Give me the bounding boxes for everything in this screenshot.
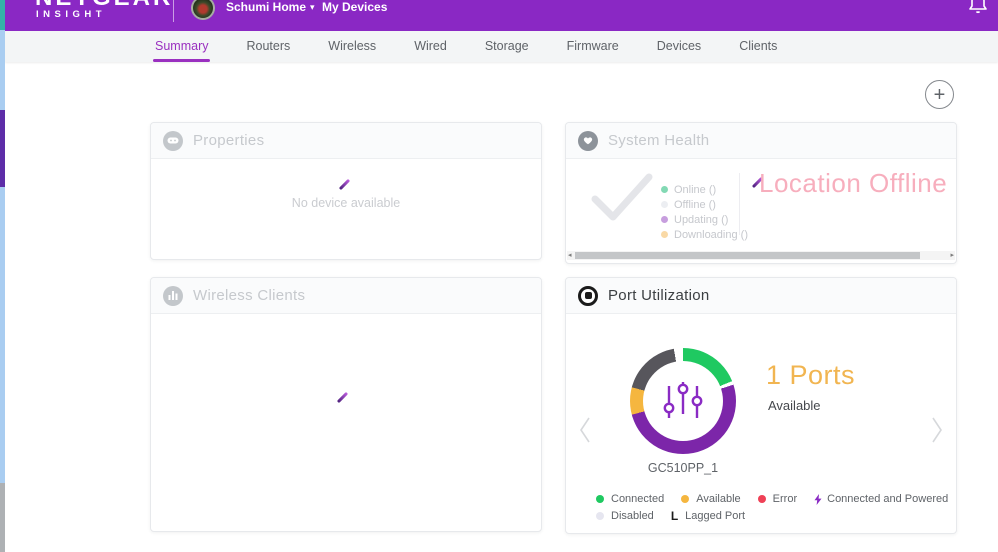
logo-insight: INSIGHT <box>36 9 107 20</box>
available-ports-label: Available <box>768 398 821 413</box>
port-utilization-card: Port Utilization <box>565 277 957 534</box>
wireless-clients-card-header: Wireless Clients <box>151 278 541 314</box>
heart-icon <box>578 130 598 151</box>
account-name: Schumi Home <box>226 0 307 14</box>
legend-item: Downloading () <box>661 227 748 242</box>
account-avatar[interactable] <box>191 0 215 20</box>
system-health-card: System Health Online () Offline () <box>565 122 957 264</box>
legend-item: Offline () <box>661 197 748 212</box>
location-offline-status: Location Offline <box>759 168 948 198</box>
available-dot <box>681 495 690 503</box>
edge-seg <box>0 0 5 30</box>
loading-spinner <box>336 391 349 404</box>
device-name: GC510PP_1 <box>647 461 719 475</box>
wireless-clients-card-title: Wireless Clients <box>193 287 306 304</box>
chevron-down-icon: ▾ <box>310 2 315 12</box>
error-dot <box>757 495 766 503</box>
health-check-icon <box>591 173 653 226</box>
tab-devices[interactable]: Devices <box>656 39 702 53</box>
scroll-right-arrow-icon[interactable]: ▸ <box>950 252 954 259</box>
port-utilization-card-header: Port Utilization <box>566 278 956 314</box>
disabled-dot <box>596 512 604 520</box>
health-legend: Online () Offline () Updating () Downloa… <box>661 182 748 242</box>
port-utilization-card-title: Port Utilization <box>608 287 710 304</box>
legend-item: Disabled <box>596 510 654 522</box>
legend-item: Online () <box>661 182 748 197</box>
online-dot <box>661 186 668 193</box>
lightning-icon <box>814 493 822 505</box>
properties-tag-icon <box>163 130 183 151</box>
port-utilization-donut-chart[interactable] <box>630 348 736 454</box>
tab-routers[interactable]: Routers <box>246 39 291 53</box>
left-edge-strip <box>0 0 5 552</box>
properties-card-title: Properties <box>193 132 265 149</box>
account-menu[interactable]: Schumi Home ▾ <box>226 0 315 14</box>
notifications-bell-icon[interactable] <box>968 0 988 14</box>
add-widget-button[interactable]: + <box>925 80 954 109</box>
offline-dot <box>661 201 668 208</box>
tab-firmware[interactable]: Firmware <box>566 39 619 53</box>
donut-hole <box>643 361 723 441</box>
edge-seg <box>0 483 5 552</box>
system-health-card-title: System Health <box>608 132 710 149</box>
edge-seg <box>0 30 5 110</box>
port-legend: Connected Available Error Conne <box>596 493 948 527</box>
tab-storage[interactable]: Storage <box>484 39 529 53</box>
loading-spinner <box>338 178 351 191</box>
port-ring-icon <box>578 285 598 306</box>
downloading-dot <box>661 231 668 238</box>
tab-clients[interactable]: Clients <box>739 39 778 53</box>
tab-bar: Summary Routers Wireless Wired Storage F… <box>5 31 998 62</box>
horizontal-scrollbar[interactable]: ◂ ▸ <box>567 251 955 260</box>
legend-item: Error <box>757 493 797 505</box>
scroll-left-arrow-icon[interactable]: ◂ <box>568 252 572 259</box>
system-health-card-header: System Health <box>566 123 956 159</box>
dashboard-content: + Properties No device available <box>5 62 998 552</box>
lag-letter-icon: L <box>670 509 679 523</box>
app-header: NETGEAR INSIGHT Schumi Home▾ My Devices <box>5 0 998 31</box>
tab-wireless[interactable]: Wireless <box>328 39 377 53</box>
tab-wired[interactable]: Wired <box>414 39 447 53</box>
sliders-icon <box>663 382 703 418</box>
legend-item: Available <box>681 493 741 505</box>
carousel-next-chevron-icon[interactable] <box>930 416 944 449</box>
legend-item: Connected and Powered <box>814 493 948 505</box>
updating-dot <box>661 216 668 223</box>
properties-empty-text: No device available <box>291 196 401 210</box>
nav-my-devices[interactable]: My Devices <box>322 0 388 14</box>
tab-summary[interactable]: Summary <box>152 31 211 62</box>
legend-item: Updating () <box>661 212 748 227</box>
netgear-logo: NETGEAR INSIGHT <box>35 0 170 31</box>
logo-wordmark: NETGEAR <box>35 0 173 12</box>
scrollbar-thumb[interactable] <box>575 252 921 259</box>
header-divider <box>173 0 174 22</box>
properties-card: Properties No device available <box>150 122 542 260</box>
connected-dot <box>596 495 604 503</box>
vertical-divider <box>739 173 740 235</box>
legend-item: L Lagged Port <box>670 509 746 523</box>
carousel-prev-chevron-icon[interactable] <box>578 416 592 449</box>
available-ports-value: 1 Ports <box>766 360 856 390</box>
edge-seg <box>0 110 5 187</box>
legend-item: Connected <box>596 493 664 505</box>
properties-card-header: Properties <box>151 123 541 159</box>
bar-chart-icon <box>163 285 183 306</box>
wireless-clients-card: Wireless Clients <box>150 277 542 532</box>
edge-seg <box>0 187 5 483</box>
